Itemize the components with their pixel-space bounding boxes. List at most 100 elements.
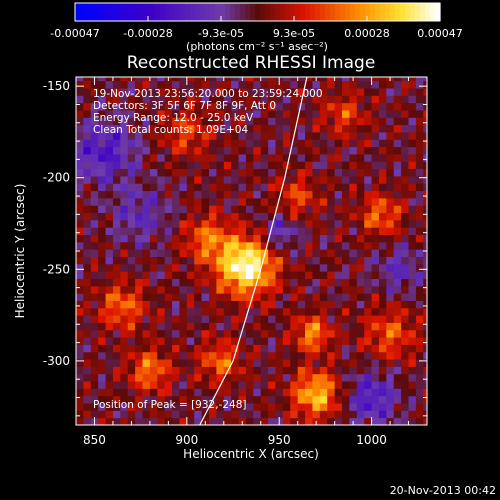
heatmap-cell	[290, 249, 299, 257]
heatmap-cell	[157, 417, 166, 425]
heatmap-cell	[201, 109, 210, 118]
heatmap-cell	[76, 212, 84, 221]
heatmap-cell	[415, 234, 424, 243]
heatmap-cell	[253, 381, 262, 389]
heatmap-cell	[127, 139, 136, 148]
heatmap-cell	[260, 183, 269, 192]
heatmap-cell	[356, 77, 365, 82]
heatmap-cell	[83, 190, 92, 199]
heatmap-cell	[415, 417, 424, 425]
heatmap-cell	[386, 131, 395, 140]
heatmap-cell	[386, 322, 395, 331]
heatmap-cell	[216, 351, 225, 360]
heatmap-cell	[231, 219, 240, 228]
heatmap-cell	[268, 293, 277, 301]
heatmap-cell	[282, 241, 291, 250]
heatmap-cell	[290, 256, 299, 265]
heatmap-cell	[186, 77, 195, 82]
heatmap-cell	[349, 315, 358, 323]
heatmap-cell	[105, 161, 114, 170]
heatmap-cell	[364, 124, 373, 133]
heatmap-cell	[393, 87, 402, 96]
heatmap-cell	[297, 410, 306, 419]
colorbar-cell	[290, 3, 296, 21]
heatmap-cell	[127, 146, 136, 155]
heatmap-cell	[371, 388, 380, 397]
heatmap-cell	[186, 131, 195, 140]
heatmap-cell	[290, 285, 299, 294]
heatmap-cell	[105, 183, 114, 192]
heatmap-cell	[275, 95, 284, 104]
heatmap-cell	[238, 395, 247, 404]
heatmap-cell	[349, 197, 358, 206]
heatmap-cell	[327, 351, 336, 360]
heatmap-cell	[342, 146, 350, 155]
heatmap-cell	[415, 227, 424, 236]
heatmap-cell	[268, 271, 277, 279]
heatmap-cell	[201, 197, 210, 206]
heatmap-cell	[378, 117, 387, 126]
heatmap-cell	[319, 373, 328, 382]
heatmap-cell	[231, 293, 240, 301]
heatmap-cell	[164, 351, 173, 360]
heatmap-cell	[378, 234, 387, 243]
heatmap-cell	[127, 329, 136, 338]
heatmap-cell	[231, 278, 240, 287]
heatmap-cell	[194, 351, 203, 360]
heatmap-cell	[112, 205, 121, 214]
heatmap-cell	[76, 315, 84, 323]
heatmap-cell	[342, 77, 350, 82]
heatmap-cell	[327, 161, 336, 170]
heatmap-cell	[216, 263, 225, 272]
colorbar-cell	[255, 3, 261, 21]
heatmap-cell	[157, 234, 166, 243]
heatmap-cell	[83, 234, 92, 243]
heatmap-cell	[179, 278, 188, 287]
heatmap-cell	[349, 359, 358, 367]
heatmap-cell	[149, 271, 158, 279]
heatmap-cell	[342, 403, 350, 411]
heatmap-cell	[378, 205, 387, 214]
heatmap-cell	[260, 102, 269, 111]
heatmap-cell	[342, 285, 350, 294]
heatmap-cell	[393, 315, 402, 323]
heatmap-cell	[209, 263, 217, 272]
heatmap-cell	[297, 175, 306, 184]
heatmap-cell	[172, 337, 180, 345]
colorbar-tick-label: -0.00047	[50, 27, 99, 40]
heatmap-cell	[401, 293, 410, 301]
heatmap-cell	[260, 197, 269, 206]
heatmap-cell	[423, 190, 427, 199]
heatmap-cell	[164, 329, 173, 338]
heatmap-cell	[312, 146, 321, 155]
heatmap-cell	[238, 300, 247, 309]
heatmap-cell	[216, 307, 225, 316]
heatmap-cell	[209, 388, 217, 397]
heatmap-cell	[179, 153, 188, 162]
heatmap-cell	[401, 322, 410, 331]
heatmap-cell	[349, 153, 358, 162]
heatmap-cell	[334, 124, 343, 133]
heatmap-cell	[275, 249, 284, 257]
heatmap-cell	[319, 80, 328, 89]
heatmap-cell	[172, 249, 180, 257]
heatmap-cell	[305, 307, 313, 316]
heatmap-cell	[378, 417, 387, 425]
heatmap-cell	[290, 373, 299, 382]
heatmap-cell	[371, 241, 380, 250]
heatmap-cell	[305, 395, 313, 404]
heatmap-cell	[112, 366, 121, 375]
heatmap-cell	[378, 322, 387, 331]
heatmap-cell	[238, 183, 247, 192]
heatmap-cell	[371, 109, 380, 118]
heatmap-cell	[342, 212, 350, 221]
heatmap-cell	[319, 395, 328, 404]
heatmap-cell	[415, 190, 424, 199]
heatmap-cell	[105, 175, 114, 184]
heatmap-cell	[327, 271, 336, 279]
heatmap-cell	[120, 161, 129, 170]
heatmap-cell	[268, 300, 277, 309]
heatmap-cell	[260, 403, 269, 411]
heatmap-cell	[260, 87, 269, 96]
